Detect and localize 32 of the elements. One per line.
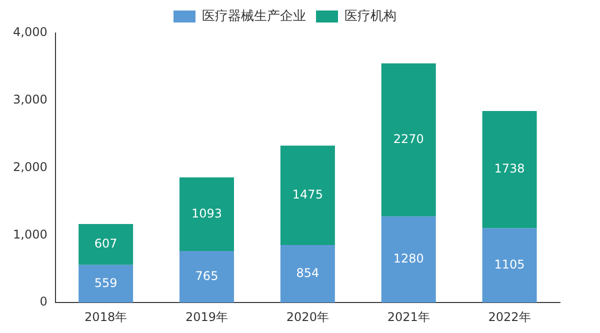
bar bbox=[179, 177, 234, 252]
legend-label: 医疗机构 bbox=[344, 8, 396, 24]
x-tick-label: 2021年 bbox=[387, 310, 430, 324]
data-label: 1093 bbox=[191, 206, 222, 220]
y-tick-label: 1,000 bbox=[12, 227, 48, 242]
y-tick-label: 3,000 bbox=[12, 92, 48, 107]
data-label: 854 bbox=[296, 266, 320, 280]
x-tick-label: 2020年 bbox=[286, 310, 329, 324]
data-label: 559 bbox=[94, 276, 118, 290]
x-tick-label: 2019年 bbox=[185, 310, 228, 324]
legend-label: 医疗器械生产企业 bbox=[202, 8, 306, 24]
x-tick-label: 2018年 bbox=[84, 310, 128, 324]
data-label: 2270 bbox=[393, 132, 424, 146]
y-tick-label: 4,000 bbox=[12, 25, 48, 40]
bar bbox=[280, 245, 335, 303]
bar bbox=[381, 216, 436, 303]
data-label: 765 bbox=[195, 268, 218, 283]
data-label: 1738 bbox=[494, 162, 525, 176]
bar bbox=[78, 264, 134, 303]
data-label: 1475 bbox=[292, 187, 323, 202]
data-label: 607 bbox=[94, 236, 118, 251]
bar bbox=[482, 228, 537, 303]
bar bbox=[179, 251, 234, 303]
bar bbox=[280, 146, 335, 246]
bar bbox=[482, 110, 537, 228]
y-tick-label: 2,000 bbox=[12, 160, 48, 174]
y-tick-label: 0 bbox=[40, 294, 48, 309]
bar bbox=[78, 224, 134, 265]
data-label: 1280 bbox=[393, 252, 424, 266]
data-label: 1105 bbox=[494, 257, 525, 272]
x-tick-label: 2022年 bbox=[488, 310, 531, 324]
bar bbox=[381, 63, 436, 216]
